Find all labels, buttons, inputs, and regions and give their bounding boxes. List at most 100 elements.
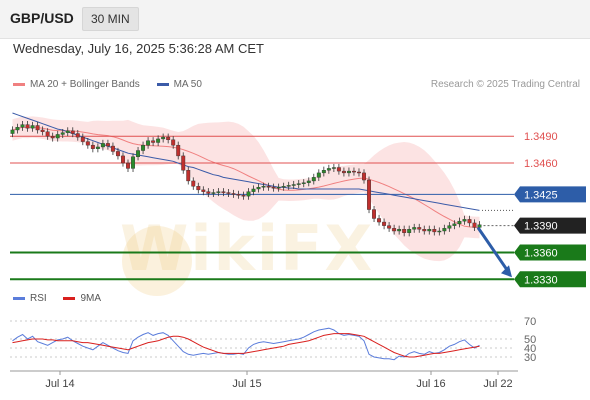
ma9-legend-label: 9MA xyxy=(80,293,102,304)
candle-body xyxy=(301,182,306,184)
candle-body xyxy=(447,225,452,229)
candle-body xyxy=(105,143,110,147)
candle-body xyxy=(35,125,40,131)
candle-body xyxy=(286,185,291,187)
candle-body xyxy=(65,130,70,133)
candle-body xyxy=(477,224,482,228)
watermark-logo xyxy=(122,226,192,296)
candle-body xyxy=(321,170,326,174)
candle-body xyxy=(171,139,176,146)
rsi-tick-40: 40 xyxy=(524,343,536,355)
candle-body xyxy=(412,227,417,230)
rsi-ma9-line xyxy=(12,333,480,358)
rsi-tick-70: 70 xyxy=(524,316,536,328)
candle-body xyxy=(131,156,135,169)
candle-body xyxy=(25,124,30,129)
x-tick-label: Jul 16 xyxy=(416,378,445,390)
candle-body xyxy=(126,162,130,169)
candle-body xyxy=(271,186,276,189)
level-label-1.3330: 1.3330 xyxy=(524,274,558,286)
candle-body xyxy=(20,124,25,128)
candle-body xyxy=(311,177,316,182)
rsi-tick-30: 30 xyxy=(524,352,536,364)
candle-body xyxy=(387,225,392,229)
candle-body xyxy=(40,129,45,132)
candle-body xyxy=(196,186,201,191)
legend-rsi: RSI xyxy=(13,293,47,304)
candle-body xyxy=(95,146,100,149)
level-tag-1.3425 xyxy=(514,186,586,203)
x-tick-label: Jul 14 xyxy=(45,378,74,390)
candle-body xyxy=(226,192,231,194)
credit-text: Research © 2025 Trading Central xyxy=(430,79,580,90)
candle-body xyxy=(417,227,422,230)
candle-body xyxy=(50,136,55,139)
candle-body xyxy=(161,136,166,140)
candle-body xyxy=(100,143,105,148)
candle-body xyxy=(377,218,382,223)
candle-body xyxy=(336,167,341,172)
candle-body xyxy=(181,155,186,171)
candle-body xyxy=(397,229,402,232)
candle-body xyxy=(467,219,472,224)
candle-body xyxy=(141,144,146,151)
candle-body xyxy=(211,192,216,194)
candle-body xyxy=(221,191,226,193)
candle-body xyxy=(261,186,266,188)
rsi-legend-label: RSI xyxy=(30,293,47,304)
candle-body xyxy=(452,223,457,226)
candle-body xyxy=(427,229,432,232)
x-tick-label: Jul 15 xyxy=(232,378,261,390)
candle-body xyxy=(472,222,477,228)
candle-body xyxy=(176,144,181,157)
candle-body xyxy=(60,132,65,135)
candle-body xyxy=(362,172,366,181)
candle-body xyxy=(246,191,251,197)
candle-body xyxy=(10,129,15,134)
candle-body xyxy=(251,188,256,192)
candle-body xyxy=(75,133,80,138)
candle-body xyxy=(442,228,447,232)
bollinger-band xyxy=(12,116,480,262)
level-label-1.3360: 1.3360 xyxy=(524,247,558,259)
candle-body xyxy=(457,220,462,225)
candle-body xyxy=(306,180,311,183)
ma50-swatch xyxy=(156,82,169,86)
candle-body xyxy=(45,131,50,137)
candle-body xyxy=(266,186,271,188)
candle-body xyxy=(462,219,467,222)
candle-body xyxy=(55,134,60,139)
timeframe-button[interactable]: 30 MIN xyxy=(82,7,139,31)
candle-body xyxy=(296,183,301,185)
forecast-arrow-head xyxy=(501,265,512,278)
level-tag-1.3330 xyxy=(514,271,586,288)
candle-body xyxy=(372,209,376,219)
candle-body xyxy=(276,186,281,189)
candle-body xyxy=(191,180,196,187)
candle-body xyxy=(206,191,211,194)
candle-body xyxy=(136,150,141,157)
candle-body xyxy=(121,155,125,164)
ma9-swatch xyxy=(63,296,76,300)
candle-body xyxy=(201,189,206,192)
candle-body xyxy=(80,136,85,142)
candle-body xyxy=(281,186,286,188)
candle-body xyxy=(231,193,236,195)
candle-body xyxy=(15,127,20,131)
candle-body xyxy=(341,170,346,174)
candle-body xyxy=(392,228,397,232)
candle-body xyxy=(216,191,221,193)
level-label-1.3390: 1.3390 xyxy=(524,221,558,233)
candle-body xyxy=(156,138,161,143)
candle-body xyxy=(291,184,296,186)
candle-body xyxy=(236,194,241,196)
candle-body xyxy=(346,170,351,174)
ma50-legend-label: MA 50 xyxy=(173,79,202,90)
candle-body xyxy=(316,172,321,178)
candle-body xyxy=(407,229,412,233)
candle-body xyxy=(90,144,95,149)
legend-ma50: MA 50 xyxy=(156,79,202,90)
candle-body xyxy=(432,229,437,233)
ma50-line xyxy=(12,112,480,211)
